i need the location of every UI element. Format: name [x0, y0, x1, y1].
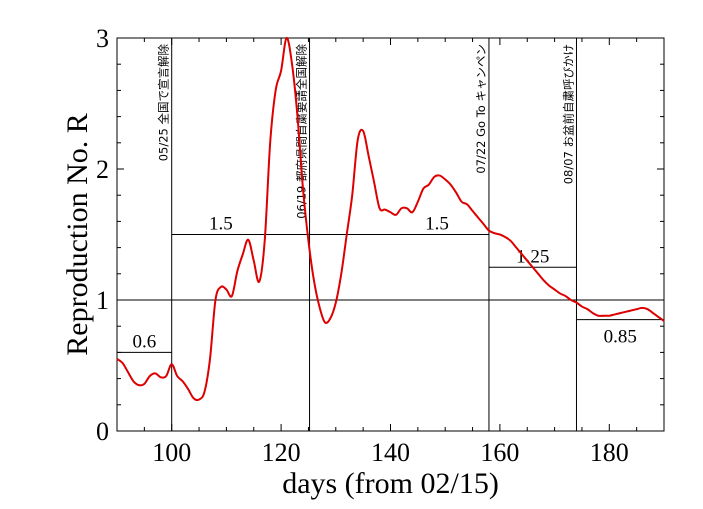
x-tick-label: 120 — [262, 438, 301, 467]
segment-label: 1.5 — [209, 214, 233, 235]
event-label: 07/22 Go To キャンペン — [474, 44, 488, 174]
segment-label: 1.25 — [516, 246, 549, 267]
series-line-r — [117, 38, 664, 400]
x-tick-label: 140 — [371, 438, 410, 467]
event-label: 05/25 全国で宣言解除 — [157, 44, 171, 162]
event-label: 08/07 お盆前自粛呼びかけ — [561, 44, 575, 184]
y-axis-title: Reproduction No. R — [61, 113, 94, 355]
segment-label: 0.85 — [604, 327, 637, 348]
y-tick-label: 2 — [96, 155, 109, 184]
x-tick-label: 180 — [590, 438, 629, 467]
event-label: 06/19 都府県間自粛要請全国解除 — [295, 44, 309, 219]
y-tick-label: 0 — [96, 417, 109, 446]
x-tick-label: 160 — [480, 438, 519, 467]
x-axis-title: days (from 02/15) — [282, 467, 499, 500]
x-tick-label: 100 — [152, 438, 191, 467]
y-tick-label: 3 — [96, 24, 109, 53]
y-tick-label: 1 — [96, 286, 109, 315]
segment-label: 1.5 — [425, 214, 449, 235]
segment-label: 0.6 — [132, 331, 156, 352]
